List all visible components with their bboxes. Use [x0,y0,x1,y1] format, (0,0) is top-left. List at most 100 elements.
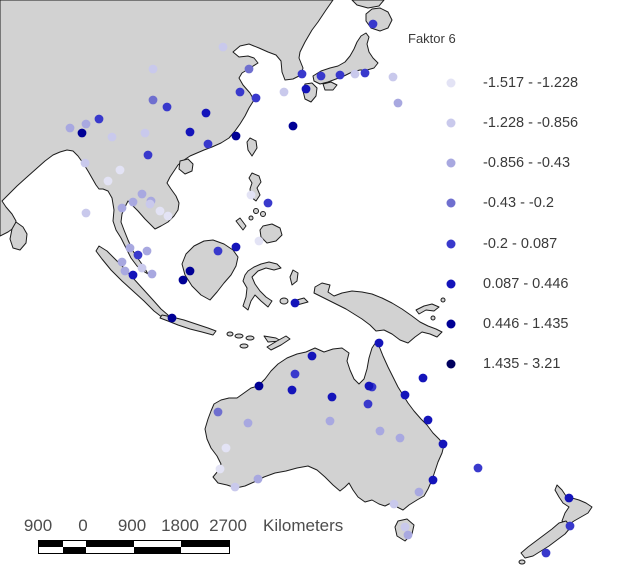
station-dot [565,494,574,503]
landmass-halmahera [290,270,298,285]
station-dot [336,71,345,80]
station-dot [401,523,410,532]
station-dot [326,417,335,426]
station-dot [255,237,264,246]
landmass-island-2 [431,316,435,320]
station-dot [364,400,373,409]
landmass-buru [280,298,288,304]
station-dot [298,70,307,79]
station-dot [390,500,399,509]
station-dot [231,483,240,492]
station-dot [81,159,90,168]
legend-range-label: -0.2 - 0.087 [483,236,557,252]
scalebar-distance-label: 900 [118,516,146,536]
landmass-hainan [179,159,193,174]
station-dot [95,115,104,124]
station-dot [144,151,153,160]
legend-range-label: -0.43 - -0.2 [483,195,554,211]
station-dot [351,70,360,79]
station-dot [138,264,147,273]
scalebar-distance-label: 2700 [209,516,247,536]
station-dot [118,204,127,213]
station-dot [82,209,91,218]
station-dot [156,207,165,216]
station-dot [141,129,150,138]
station-dot [401,391,410,400]
station-dot [247,191,256,200]
station-dot [219,43,228,52]
legend-swatch [447,319,456,328]
station-dot [146,200,155,209]
station-dot [255,382,264,391]
landmass-nz-north-island [555,485,592,525]
station-dot [163,103,172,112]
station-dot [129,198,138,207]
scalebar-cell [134,547,181,553]
station-dot [186,267,195,276]
station-dot [168,314,177,323]
station-dot [439,440,448,449]
scalebar-cell [86,547,134,553]
station-dot [328,393,337,402]
scalebar-distance-label: 1800 [161,516,199,536]
station-dot [121,267,130,276]
legend-swatch [447,359,456,368]
landmass-new-britain [416,304,439,314]
station-dot [376,427,385,436]
station-dot [419,374,428,383]
legend-swatch [447,279,456,288]
station-dot [302,85,311,94]
station-dot [202,109,211,118]
station-dot [222,444,231,453]
legend-swatch [447,119,456,128]
station-dot [288,386,297,395]
station-dot [236,88,245,97]
station-dot [404,531,413,540]
station-dot [134,251,143,260]
station-dot [118,258,127,267]
station-dot [542,549,551,558]
legend-swatch [447,79,456,88]
station-dot [474,464,483,473]
map-canvas: Faktor 6 -1.517 - -1.228-1.228 - -0.856-… [0,0,638,572]
landmass-shikoku [323,82,337,90]
landmass-lombok [235,334,243,338]
station-dot [232,132,241,141]
station-dot [280,88,289,97]
station-dot [566,522,575,531]
station-dot [291,370,300,379]
landmass-palawan [236,218,246,230]
station-dot [369,20,378,29]
landmass-sulawesi [243,262,281,310]
landmass-australia [205,342,444,510]
station-dot [82,120,91,129]
station-dot [216,465,225,474]
legend-range-label: 1.435 - 3.21 [483,356,560,372]
station-dot [415,488,424,497]
station-dot [254,475,263,484]
landmass-taiwan [247,138,257,156]
station-dot [264,199,273,208]
scalebar-row-bottom [39,547,229,553]
station-dot [129,271,138,280]
legend-range-label: 0.087 - 0.446 [483,276,568,292]
station-dot [291,299,300,308]
station-dot [361,69,370,78]
station-dot [116,166,125,175]
station-dot [429,476,438,485]
station-dot [375,339,384,348]
station-dot [245,65,254,74]
scalebar-distance-label: 900 [24,516,52,536]
landmass-sumbawa [246,336,254,340]
station-dot [104,177,113,186]
landmass-bali [227,332,233,336]
station-dot [317,72,326,81]
landmass-visayas-3 [249,216,253,220]
station-dot [186,128,195,137]
station-dot [66,124,75,133]
legend-swatch [447,199,456,208]
landmass-visayas-1 [254,209,259,214]
station-dot [78,129,87,138]
station-dot [396,434,405,443]
scalebar-cell [63,547,86,553]
